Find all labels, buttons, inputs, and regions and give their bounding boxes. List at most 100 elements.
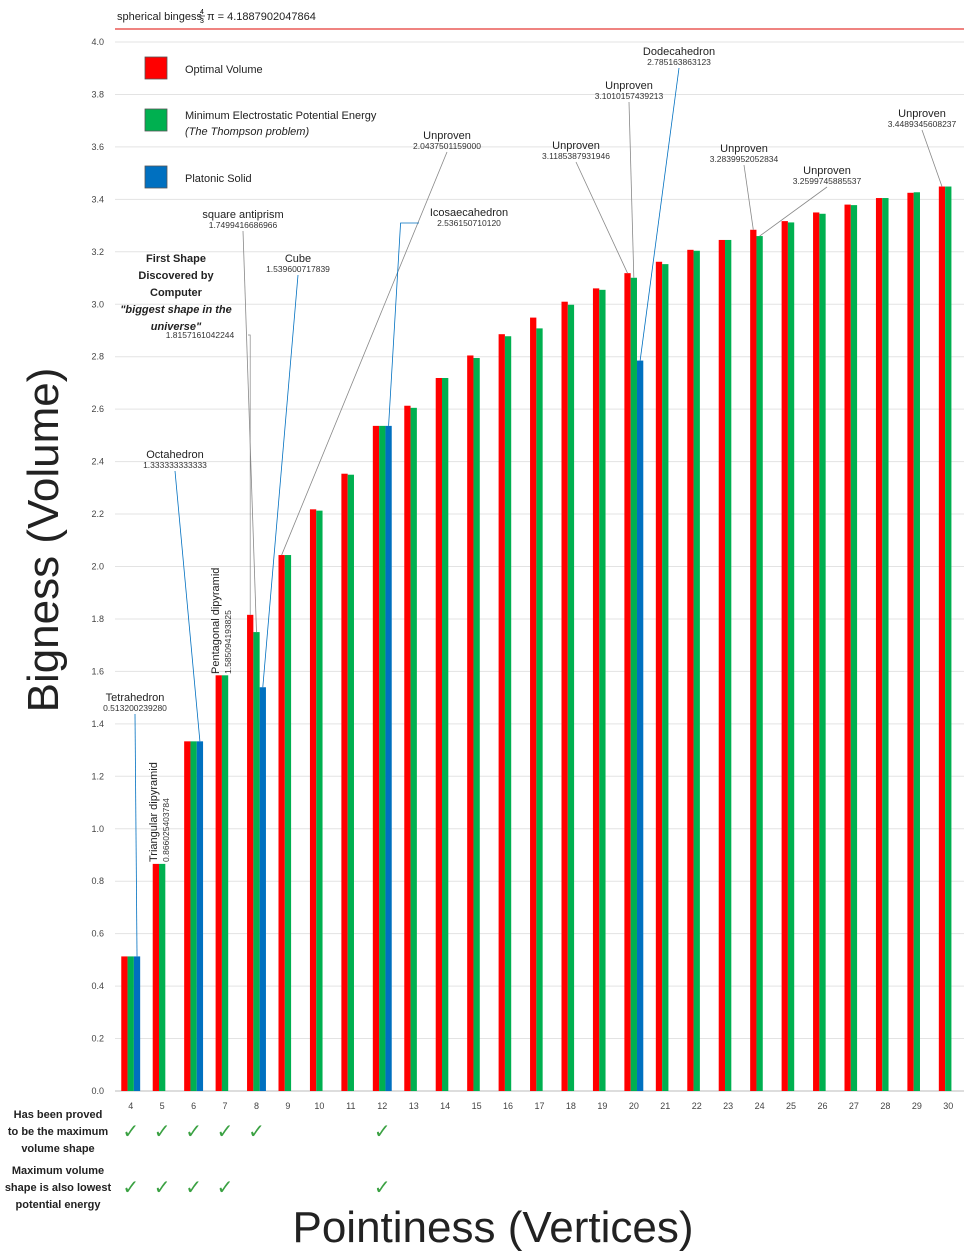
- fraction-denominator: 3: [200, 18, 204, 25]
- y-tick-label: 1.8: [91, 614, 104, 624]
- x-tick-label: 22: [692, 1101, 702, 1111]
- x-tick-label: 25: [786, 1101, 796, 1111]
- bar-platonic-solid-8: [259, 687, 266, 1091]
- bar-platonic-solid-4: [133, 956, 141, 1091]
- x-tick-labels: 4 5 6 7 8 9 10 11 12 13 14 15 16 17 18 19 20 21 22 23 24 25 26…: [128, 1101, 953, 1111]
- x-tick-label: 21: [660, 1101, 670, 1111]
- check-icon: ✓: [248, 1121, 265, 1143]
- annotation-title: Icosaecahedron: [430, 207, 508, 219]
- legend-label-note: (The Thompson problem): [185, 126, 309, 138]
- y-tick-label: 2.4: [91, 457, 104, 467]
- reference-line-label: spherical bingess: [117, 11, 202, 23]
- x-tick-label: 26: [817, 1101, 827, 1111]
- bar-optimal-volume-17: [530, 317, 537, 1091]
- reference-line-group: spherical bingess 4 3 π = 4.1887902047864: [115, 9, 964, 30]
- bar-minimum-electrostatic-potential-energy-22: [693, 250, 700, 1092]
- bar-optimal-volume-21: [655, 261, 663, 1091]
- legend-label: Minimum Electrostatic Potential Energy: [185, 110, 377, 122]
- x-tick-label: 4: [128, 1101, 133, 1111]
- x-tick-label: 7: [223, 1101, 228, 1111]
- annotation-title: Tetrahedron: [106, 692, 165, 704]
- bar-optimal-volume-10: [309, 509, 317, 1092]
- bar-minimum-electrostatic-potential-energy-27: [850, 205, 858, 1091]
- bar-optimal-volume-22: [687, 249, 694, 1092]
- bar-minimum-electrostatic-potential-energy-20: [630, 277, 637, 1091]
- annotation-value: 0.513200239280: [103, 703, 167, 713]
- bar-minimum-electrostatic-potential-energy-12: [379, 425, 386, 1091]
- bar-optimal-volume-20: [624, 273, 631, 1091]
- bar-optimal-volume-26: [813, 212, 820, 1091]
- x-tick-label: 6: [191, 1101, 196, 1111]
- x-tick-label: 23: [723, 1101, 733, 1111]
- bar-minimum-electrostatic-potential-energy-19: [599, 289, 606, 1091]
- annotation-value: 3.1185387931946: [542, 151, 610, 161]
- x-tick-label: 17: [534, 1101, 544, 1111]
- bar-minimum-electrostatic-potential-energy-28: [882, 198, 889, 1091]
- y-tick-label: 2.0: [91, 562, 104, 572]
- footer-row-label: to be the maximum: [8, 1126, 108, 1138]
- y-tick-label: 2.6: [91, 404, 104, 414]
- bar-minimum-electrostatic-potential-energy-6: [190, 741, 197, 1091]
- bar-platonic-solid-20: [636, 360, 644, 1091]
- check-icon: ✓: [122, 1121, 139, 1143]
- check-icon: ✓: [154, 1121, 171, 1143]
- bar-optimal-volume-27: [844, 204, 851, 1092]
- bar-minimum-electrostatic-potential-energy-11: [347, 474, 354, 1091]
- annotation-title-line: Computer: [150, 287, 203, 299]
- bar-minimum-electrostatic-potential-energy-7: [221, 675, 229, 1091]
- y-tick-label: 0.6: [91, 929, 104, 939]
- y-tick-label: 3.0: [91, 299, 104, 309]
- bar-optimal-volume-16: [498, 334, 505, 1091]
- annotation: Triangular dipyramid 0.866025403784: [148, 762, 171, 862]
- x-tick-label: 20: [629, 1101, 639, 1111]
- annotation-value: 1.7499416686966: [209, 220, 278, 230]
- legend-swatch: [144, 165, 168, 189]
- bar-minimum-electrostatic-potential-energy-15: [473, 358, 480, 1092]
- bar-optimal-volume-24: [750, 229, 757, 1091]
- leader-line: [281, 151, 448, 556]
- y-tick-label: 0.2: [91, 1034, 104, 1044]
- bar-optimal-volume-6: [184, 741, 191, 1091]
- annotation-value: 3.2839952052834: [710, 154, 779, 164]
- x-tick-label: 11: [346, 1101, 355, 1111]
- check-icon: ✓: [122, 1177, 139, 1199]
- y-tick-label: 1.2: [91, 771, 104, 781]
- y-tick-label: 3.2: [91, 247, 104, 257]
- x-tick-label: 19: [597, 1101, 607, 1111]
- check-icon: ✓: [217, 1177, 234, 1199]
- leader-line: [743, 164, 754, 230]
- bar-minimum-electrostatic-potential-energy-26: [819, 213, 826, 1091]
- annotation-title: Unproven: [423, 130, 471, 142]
- annotation-title: Unproven: [720, 143, 768, 155]
- bar-optimal-volume-25: [781, 221, 788, 1091]
- reference-line-value: π = 4.1887902047864: [207, 11, 316, 23]
- annotation-rotated: Triangular dipyramid 0.866025403784: [148, 762, 171, 862]
- bar-minimum-electrostatic-potential-energy-13: [410, 407, 417, 1091]
- annotation-title: Unproven: [898, 108, 946, 120]
- bar-minimum-electrostatic-potential-energy-5: [159, 863, 166, 1091]
- annotation-value: 1.585094193825: [223, 610, 233, 674]
- leader-line: [921, 129, 943, 187]
- annotation-value: 3.1010157439213: [595, 91, 664, 101]
- bar-optimal-volume-28: [875, 198, 883, 1091]
- annotation-title: Unproven: [552, 140, 600, 152]
- bar-minimum-electrostatic-potential-energy-21: [662, 264, 669, 1092]
- y-tick-label: 1.6: [91, 666, 104, 676]
- bar-minimum-electrostatic-potential-energy-14: [442, 377, 449, 1091]
- footer-rows: Has been proved to be the maximum volume s…: [5, 1109, 391, 1211]
- bar-optimal-volume-19: [592, 288, 600, 1091]
- bar-optimal-volume-7: [215, 675, 222, 1091]
- x-tick-label: 27: [849, 1101, 859, 1111]
- footer-row-label: Maximum volume: [12, 1165, 104, 1177]
- x-tick-label: 10: [314, 1101, 324, 1111]
- leader-line: [628, 101, 635, 278]
- y-tick-label: 4.0: [91, 37, 104, 47]
